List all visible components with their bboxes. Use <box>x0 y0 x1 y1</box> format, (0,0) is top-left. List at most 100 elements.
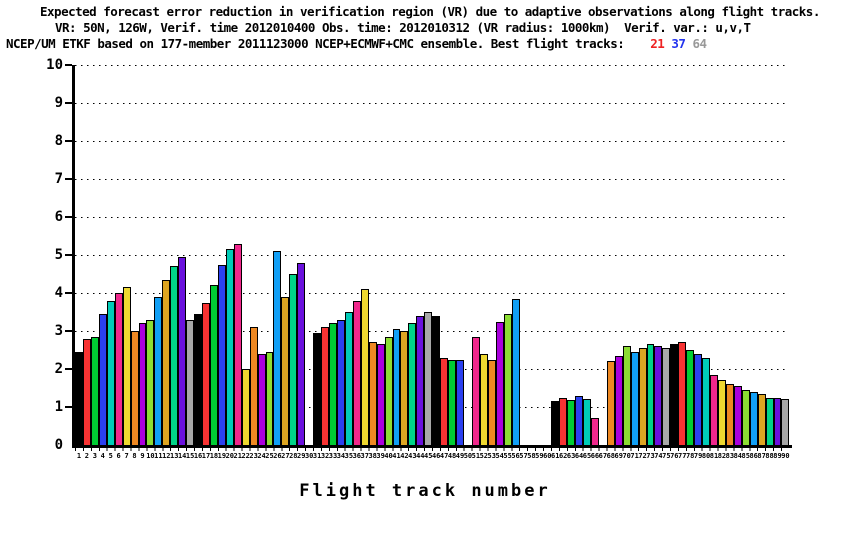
best-track-1: 21 <box>650 36 665 51</box>
chart-annotation: NCEP/UM ETKF based on 177-member 2011123… <box>0 36 850 52</box>
bar-track-26 <box>273 251 282 445</box>
bar-slot-4 <box>98 65 107 445</box>
bar-slot-58 <box>527 65 535 445</box>
bar-track-18 <box>209 285 218 445</box>
bar-slot-84 <box>733 65 742 445</box>
bar-slot-19 <box>217 65 226 445</box>
bar-slot-70 <box>622 65 631 445</box>
x-tick-label-41: 41 <box>392 452 401 460</box>
bar-track-84 <box>733 386 742 445</box>
x-tick-label-42: 42 <box>400 452 409 460</box>
bar-slot-8 <box>130 65 139 445</box>
x-tick-label-4: 4 <box>100 452 105 460</box>
bar-track-54 <box>495 321 504 445</box>
gridline-6 <box>75 217 789 218</box>
bar-track-14 <box>178 256 187 445</box>
gridline-7 <box>75 179 789 180</box>
y-tick-label-0: 0 <box>54 437 63 453</box>
x-tick-label-6: 6 <box>116 452 121 460</box>
bar-track-3 <box>90 336 99 445</box>
bar-track-76 <box>670 344 679 445</box>
bar-track-39 <box>376 344 385 445</box>
bar-track-88 <box>765 397 774 445</box>
bar-slot-22 <box>241 65 250 445</box>
bar-track-40 <box>384 336 393 445</box>
x-tick-label-26: 26 <box>273 452 282 460</box>
y-tick-label-1: 1 <box>54 399 63 415</box>
bar-slot-28 <box>289 65 298 445</box>
bar-slot-45 <box>424 65 433 445</box>
bar-slot-61 <box>551 65 560 445</box>
x-tick-label-44: 44 <box>416 452 425 460</box>
x-tick-label-33: 33 <box>328 452 338 460</box>
x-tick-label-81: 81 <box>709 452 719 460</box>
y-tick-label-6: 6 <box>54 209 63 225</box>
x-tick-label-2: 2 <box>84 452 90 460</box>
x-tick-label-36: 36 <box>352 452 361 460</box>
bar-track-23 <box>249 327 258 445</box>
bar-slot-77 <box>678 65 687 445</box>
bar-track-87 <box>757 393 766 445</box>
gridline-10 <box>75 65 789 66</box>
x-tick-label-15: 15 <box>185 452 195 460</box>
x-tick-label-20: 20 <box>225 452 234 460</box>
bar-slot-26 <box>273 65 282 445</box>
plot-area: 0 1 2 3 4 5 6 7 8 9 10 1 2 3 4 5 6 7 8 9 10 11 12 13 14 15 16 17 18… <box>46 57 792 460</box>
bar-track-27 <box>281 296 290 445</box>
bar-track-47 <box>440 357 449 445</box>
x-tick-label-39: 39 <box>376 452 385 460</box>
bar-slot-16 <box>194 65 202 445</box>
bar-slot-48 <box>448 65 456 445</box>
bar-track-36 <box>352 300 361 445</box>
x-tick-label-80: 80 <box>701 452 711 460</box>
x-tick-label-77: 77 <box>678 452 687 460</box>
bar-slot-63 <box>567 65 576 445</box>
bar-slot-2 <box>82 65 91 445</box>
x-tick-label-18: 18 <box>209 452 219 460</box>
bar-slot-5 <box>106 65 115 445</box>
bar-slot-72 <box>638 65 647 445</box>
x-tick-label-66: 66 <box>590 452 600 460</box>
x-tick-label-16: 16 <box>193 452 203 460</box>
x-tick-label-31: 31 <box>312 452 322 460</box>
bar-slot-20 <box>225 65 234 445</box>
bar-slot-36 <box>352 65 361 445</box>
bar-track-10 <box>146 319 155 445</box>
bar-slot-54 <box>495 65 504 445</box>
x-tick-label-8: 8 <box>132 452 137 460</box>
bar-slot-79 <box>694 65 703 445</box>
x-tick-label-47: 47 <box>439 452 449 460</box>
bar-track-12 <box>162 279 171 445</box>
bar-slot-12 <box>162 65 171 445</box>
x-ticks <box>75 448 789 451</box>
x-tick-label-12: 12 <box>162 452 171 460</box>
bar-slot-11 <box>154 65 163 445</box>
bar-slot-68 <box>606 65 615 445</box>
x-tick-label-7: 7 <box>124 452 129 460</box>
x-tick-label-43: 43 <box>408 452 417 460</box>
x-tick-label-11: 11 <box>154 452 163 460</box>
bar-track-19 <box>217 264 226 445</box>
bar-slot-44 <box>416 65 425 445</box>
x-tick-label-55: 55 <box>503 452 512 460</box>
bar-slot-56 <box>511 65 520 445</box>
bar-track-7 <box>122 287 131 445</box>
x-tick-label-76: 76 <box>670 452 679 460</box>
bar-slot-85 <box>741 65 750 445</box>
bar-track-11 <box>154 296 163 445</box>
x-tick-label-52: 52 <box>479 452 488 460</box>
x-tick-label-48: 48 <box>447 452 457 460</box>
bar-slot-10 <box>146 65 155 445</box>
x-tick-label-46: 46 <box>431 452 441 460</box>
bar-slot-17 <box>202 65 210 445</box>
bar-track-68 <box>606 361 615 445</box>
x-tick-label-79: 79 <box>693 452 703 460</box>
bar-slot-76 <box>670 65 679 445</box>
x-tick-label-65: 65 <box>582 452 592 460</box>
y-tick-10 <box>65 64 72 66</box>
bar-slot-53 <box>487 65 496 445</box>
x-tick-label-85: 85 <box>741 452 750 460</box>
bar-series <box>75 65 790 445</box>
bar-slot-31 <box>313 65 322 445</box>
